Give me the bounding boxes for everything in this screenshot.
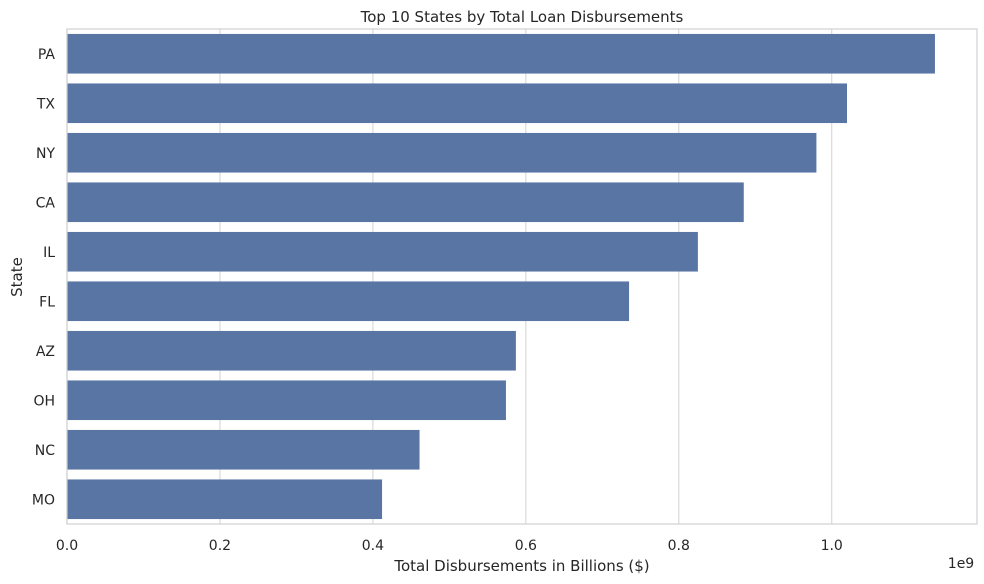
x-tick-label: 0.2	[209, 538, 231, 554]
y-tick-label: OH	[33, 393, 55, 409]
y-tick-label: MO	[32, 492, 55, 508]
bar-mo	[67, 479, 383, 520]
x-tick-label: 0.4	[362, 538, 384, 554]
bar-ca	[67, 182, 744, 223]
y-tick-labels: PA TX NY CA IL FL AZ OH NC MO	[32, 47, 56, 509]
bar-il	[67, 231, 698, 272]
bar-ny	[67, 132, 817, 173]
y-tick-label: FL	[39, 294, 55, 310]
y-tick-label: NC	[35, 443, 55, 459]
x-tick-label: 1.0	[821, 538, 843, 554]
x-tick-label: 0.0	[56, 538, 78, 554]
y-tick-label: CA	[36, 195, 56, 211]
y-tick-label: IL	[43, 245, 55, 261]
chart-title: Top 10 States by Total Loan Disbursement…	[360, 8, 684, 26]
y-tick-label: NY	[36, 146, 55, 162]
x-tick-label: 0.6	[515, 538, 537, 554]
bar-tx	[67, 83, 847, 124]
bar-fl	[67, 281, 630, 322]
y-tick-label: PA	[38, 47, 56, 63]
y-axis-title: State	[8, 257, 26, 297]
bar-az	[67, 330, 516, 371]
bar-oh	[67, 380, 506, 421]
x-axis-title: Total Disbursements in Billions ($)	[393, 557, 649, 575]
x-tick-labels: 0.0 0.2 0.4 0.6 0.8 1.0	[56, 538, 843, 554]
y-tick-label: AZ	[36, 344, 55, 360]
x-axis-offset-label: 1e9	[948, 556, 974, 572]
bar-nc	[67, 429, 420, 470]
x-tick-label: 0.8	[668, 538, 690, 554]
plot-frame	[66, 28, 978, 525]
bars	[67, 33, 935, 520]
y-tick-label: TX	[36, 96, 56, 112]
bar-pa	[67, 33, 935, 74]
